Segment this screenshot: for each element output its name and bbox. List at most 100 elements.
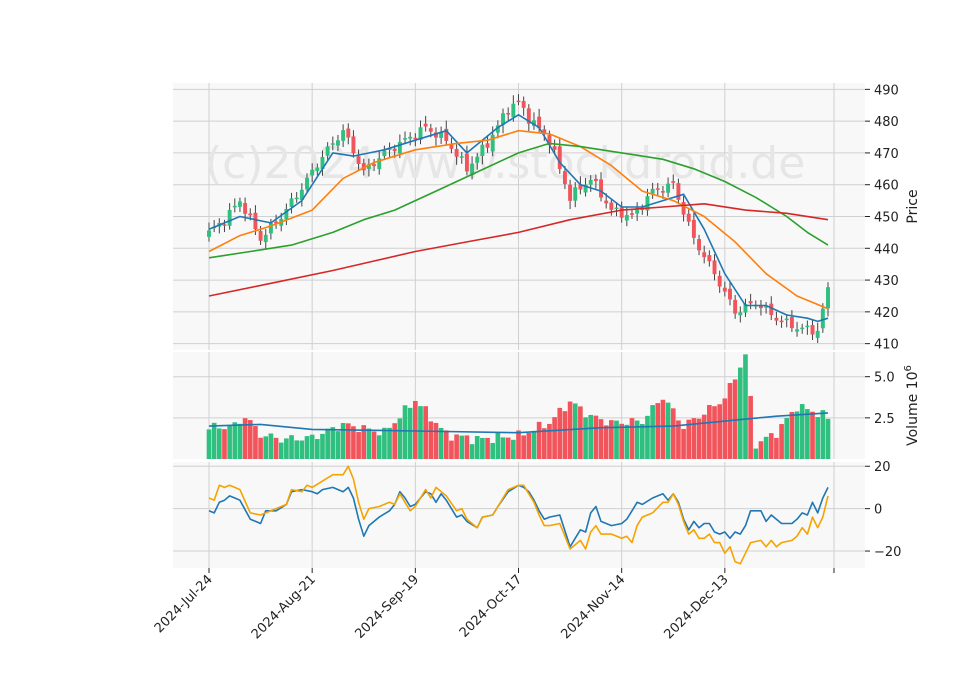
volume-bar <box>237 423 243 459</box>
xtick-label: 2024-Dec-13 <box>662 572 732 642</box>
candle-body <box>593 178 598 182</box>
volume-bar <box>263 436 269 459</box>
volume-bar <box>784 418 790 459</box>
candle-body <box>372 164 377 167</box>
price-line-ma-mid <box>208 129 829 310</box>
price-axis-title: Price <box>905 189 921 223</box>
volume-bar <box>583 417 588 459</box>
volume-bar <box>315 439 320 459</box>
price-line-ma-fast <box>208 114 829 323</box>
volume-bar <box>609 420 614 459</box>
candle-body <box>495 125 500 133</box>
volume-bar <box>284 438 289 459</box>
candle-body <box>330 143 335 145</box>
candle-body <box>671 181 676 183</box>
price-ytick-label: 460 <box>874 179 899 194</box>
candle-body <box>707 255 712 262</box>
volume-bar <box>376 435 382 459</box>
candle-body <box>207 230 211 237</box>
volume-bar <box>480 437 485 459</box>
candle-body <box>717 275 722 287</box>
candle-body <box>377 158 382 170</box>
volume-bar <box>211 422 217 459</box>
volume-bar <box>562 411 568 459</box>
price-ytick-label: 490 <box>874 83 899 98</box>
volume-bar <box>516 430 521 459</box>
volume-bar <box>624 424 630 459</box>
volume-bar <box>361 425 367 459</box>
candle-body <box>547 135 552 146</box>
candle-body <box>789 316 794 329</box>
volume-bar <box>794 411 800 459</box>
candle-body <box>274 221 279 224</box>
volume-bar <box>701 414 707 459</box>
volume-bar <box>660 399 666 459</box>
candle-body <box>815 330 820 338</box>
candle-body <box>299 189 304 200</box>
volume-bar <box>299 440 305 459</box>
candle-body <box>599 179 603 198</box>
price-ytick-label: 410 <box>874 338 899 353</box>
candle-body <box>356 156 361 165</box>
candle-body <box>480 144 485 157</box>
xtick-label: 2024-Oct-17 <box>457 572 525 640</box>
candle-body <box>676 183 681 200</box>
candle-body <box>686 213 691 222</box>
candle-body <box>284 208 289 220</box>
volume-bar <box>428 421 434 459</box>
volume-bar <box>645 415 650 459</box>
volume-bar <box>521 435 526 459</box>
volume-bar <box>320 433 325 459</box>
candle-body <box>655 188 660 190</box>
candle-body <box>325 146 330 156</box>
volume-bar <box>820 410 826 459</box>
candle-body <box>439 132 444 138</box>
volume-bar <box>779 424 784 459</box>
volume-bar <box>799 404 805 459</box>
volume-bar <box>423 406 428 459</box>
volume-bar <box>449 440 454 459</box>
volume-bar <box>650 405 655 459</box>
volume-bar <box>500 437 506 459</box>
candle-body <box>733 299 738 314</box>
xtick-label: 2024-Aug-21 <box>249 572 319 642</box>
xtick-label: 2024-Nov-14 <box>558 572 628 642</box>
candle-body <box>758 305 763 309</box>
candle-body <box>315 167 320 172</box>
candle-body <box>624 215 629 221</box>
volume-bar <box>273 437 279 459</box>
volume-bar <box>593 415 599 459</box>
candle-body <box>526 108 531 124</box>
candle-body <box>294 197 299 200</box>
candle-body <box>485 143 490 148</box>
volume-bar <box>655 403 661 459</box>
candle-body <box>800 327 805 330</box>
candle-body <box>532 120 536 126</box>
volume-bar <box>345 423 351 459</box>
volume-bar <box>768 433 774 459</box>
volume-bar <box>490 442 496 459</box>
watermark: (c)2024 www.stockdroid.de <box>205 138 805 189</box>
candle-body <box>454 148 459 157</box>
volume-bar <box>459 435 465 459</box>
volume-bar <box>294 440 300 459</box>
candle-body <box>583 184 588 193</box>
volume-bar <box>464 435 470 459</box>
candle-body <box>464 153 469 172</box>
candle-body <box>366 164 371 169</box>
volume-bar <box>474 435 480 459</box>
candle-body <box>263 234 268 243</box>
volume-bar <box>639 424 645 459</box>
volume-bar <box>387 427 392 459</box>
volume-bar <box>598 419 604 459</box>
volume-bar <box>743 354 748 459</box>
volume-bar <box>309 434 315 459</box>
volume-bar <box>232 422 238 459</box>
price-line-ma-long <box>208 203 829 297</box>
candle-body <box>459 156 464 158</box>
volume-bar <box>304 436 310 459</box>
candle-body <box>361 163 366 171</box>
candle-body <box>506 112 511 115</box>
volume-bar <box>547 423 552 459</box>
candle-body <box>470 163 475 176</box>
